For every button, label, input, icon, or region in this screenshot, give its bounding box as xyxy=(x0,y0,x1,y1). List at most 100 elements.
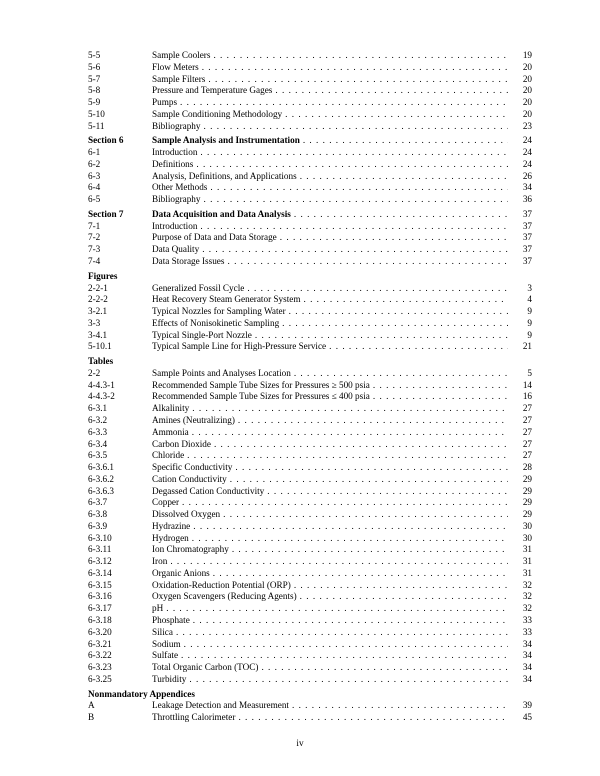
toc-entry-page: 31 xyxy=(508,556,532,568)
toc-entry-number: 7-2 xyxy=(88,232,152,244)
toc-entry: 7-1Introduction37 xyxy=(88,221,532,233)
toc-leader-dots xyxy=(201,121,509,133)
toc-entry-title: Carbon Dioxide xyxy=(152,439,211,451)
toc-leader-dots xyxy=(297,591,508,603)
toc-entry-page: 28 xyxy=(508,462,532,474)
toc-entry-title: Hydrazine xyxy=(152,521,190,533)
toc-page: 5-5Sample Coolers195-6Flow Meters205-7Sa… xyxy=(0,0,600,776)
toc-leader-dots xyxy=(224,256,508,268)
toc-entry-title: Purpose of Data and Data Storage xyxy=(152,232,277,244)
toc-leader-dots xyxy=(258,662,508,674)
toc-entry: 6-3.6.2Cation Conductivity 29 xyxy=(88,474,532,486)
toc-entry: 5-8Pressure and Temperature Gages20 xyxy=(88,85,532,97)
toc-entry-page: 31 xyxy=(508,544,532,556)
toc-entry-number: Section 6 xyxy=(88,135,152,147)
toc-entry-page: 31 xyxy=(508,568,532,580)
toc-entry-page: 37 xyxy=(508,221,532,233)
toc-entry-page: 39 xyxy=(508,700,532,712)
toc-entry-page: 27 xyxy=(508,427,532,439)
toc-entry-page: 30 xyxy=(508,521,532,533)
toc-entry: 7-3Data Quality37 xyxy=(88,244,532,256)
toc-entry-page: 14 xyxy=(508,380,532,392)
toc-entry-number: 6-3.6.3 xyxy=(88,486,152,498)
toc-entry-number: 2-2 xyxy=(88,368,152,380)
toc-entry-number: 4-4.3-2 xyxy=(88,391,152,403)
toc-leader-dots xyxy=(264,486,508,498)
toc-entry-number: 6-5 xyxy=(88,194,152,206)
toc-leader-dots xyxy=(291,368,508,380)
toc-entry-title: Sample Conditioning Methodology xyxy=(152,109,282,121)
toc-leader-dots xyxy=(227,474,508,486)
toc-entry-page: 23 xyxy=(508,121,532,133)
toc-entry-number: 6-3.25 xyxy=(88,674,152,686)
toc-leader-dots xyxy=(199,244,508,256)
toc-entry: Section 6Sample Analysis and Instrumenta… xyxy=(88,135,532,147)
toc-entry-title: Turbidity xyxy=(152,674,186,686)
toc-heading: Tables xyxy=(88,356,532,368)
toc-leader-dots xyxy=(370,380,508,392)
toc-entry-number: 3-2.1 xyxy=(88,306,152,318)
toc-leader-dots xyxy=(199,62,508,74)
toc-entry-title: Sample Filters xyxy=(152,74,205,86)
toc-leader-dots xyxy=(197,221,508,233)
toc-entry-number: 3-4.1 xyxy=(88,330,152,342)
toc-entry-number: 7-3 xyxy=(88,244,152,256)
toc-entry-page: 29 xyxy=(508,474,532,486)
toc-leader-dots xyxy=(178,650,508,662)
toc-leader-dots xyxy=(190,615,508,627)
toc-entry: 4-4.3-2Recommended Sample Tube Sizes for… xyxy=(88,391,532,403)
toc-entry-number: 6-3.5 xyxy=(88,450,152,462)
toc-entry: 6-3.22Sulfate34 xyxy=(88,650,532,662)
toc-entry: 6-3.14Organic Anions31 xyxy=(88,568,532,580)
toc-entry-number: 6-3.6.2 xyxy=(88,474,152,486)
toc-leader-dots xyxy=(370,391,508,403)
toc-leader-dots xyxy=(205,74,508,86)
toc-entry-page: 36 xyxy=(508,194,532,206)
toc-entry: 6-3.15Oxidation-Reduction Potential (ORP… xyxy=(88,580,532,592)
toc-entry-title: Cation Conductivity xyxy=(152,474,227,486)
toc-entry: 6-3.21Sodium34 xyxy=(88,639,532,651)
toc-entry: 6-3.12Iron31 xyxy=(88,556,532,568)
toc-entry-title: Leakage Detection and Measurement xyxy=(152,700,289,712)
toc-entry: ALeakage Detection and Measurement39 xyxy=(88,700,532,712)
toc-entry: 6-3.18Phosphate33 xyxy=(88,615,532,627)
toc-entry-title: Ion Chromatography xyxy=(152,544,229,556)
toc-entry-page: 33 xyxy=(508,627,532,639)
toc-leader-dots xyxy=(184,450,508,462)
toc-entry-page: 3 xyxy=(508,283,532,295)
toc-entry-number: 5-11 xyxy=(88,121,152,133)
toc-entry-page: 16 xyxy=(508,391,532,403)
toc-leader-dots xyxy=(190,521,508,533)
toc-leader-dots xyxy=(300,294,508,306)
toc-entry-number: 6-3.4 xyxy=(88,439,152,451)
toc-entry-number: 6-3.21 xyxy=(88,639,152,651)
toc-entry-title: Chloride xyxy=(152,450,184,462)
toc-entry-title: Data Storage Issues xyxy=(152,256,224,268)
toc-entry: 6-3.25Turbidity34 xyxy=(88,674,532,686)
toc-entry: 6-3.6.1Specific Conductivity28 xyxy=(88,462,532,474)
toc-entry: 6-3.11Ion Chromatography31 xyxy=(88,544,532,556)
toc-entry-page: 9 xyxy=(508,306,532,318)
toc-entry: 6-3.17pH32 xyxy=(88,603,532,615)
toc-entry-number: 6-1 xyxy=(88,147,152,159)
toc-entry-page: 21 xyxy=(508,341,532,353)
toc-entry: 6-3.16Oxygen Scavengers (Reducing Agents… xyxy=(88,591,532,603)
toc-entry-title: Introduction xyxy=(152,147,197,159)
toc-entry: 2-2Sample Points and Analyses Location5 xyxy=(88,368,532,380)
toc-entry-page: 19 xyxy=(508,50,532,62)
toc-leader-dots xyxy=(244,283,508,295)
toc-entry-page: 34 xyxy=(508,650,532,662)
toc-leader-dots xyxy=(197,147,508,159)
toc-entry-title: Sample Points and Analyses Location xyxy=(152,368,291,380)
toc-entry: Section 7Data Acquisition and Data Analy… xyxy=(88,209,532,221)
toc-entry-page: 37 xyxy=(508,244,532,256)
toc-leader-dots xyxy=(189,403,508,415)
toc-entry-number: Figures xyxy=(88,271,117,283)
toc-entry-title: Generalized Fossil Cycle xyxy=(152,283,244,295)
toc-entry-title: Sodium xyxy=(152,639,181,651)
toc-entry-number: 6-3.2 xyxy=(88,415,152,427)
toc-list: 5-5Sample Coolers195-6Flow Meters205-7Sa… xyxy=(88,50,532,724)
toc-entry-page: 9 xyxy=(508,318,532,330)
toc-entry-page: 20 xyxy=(508,85,532,97)
toc-entry: 6-3.5Chloride27 xyxy=(88,450,532,462)
